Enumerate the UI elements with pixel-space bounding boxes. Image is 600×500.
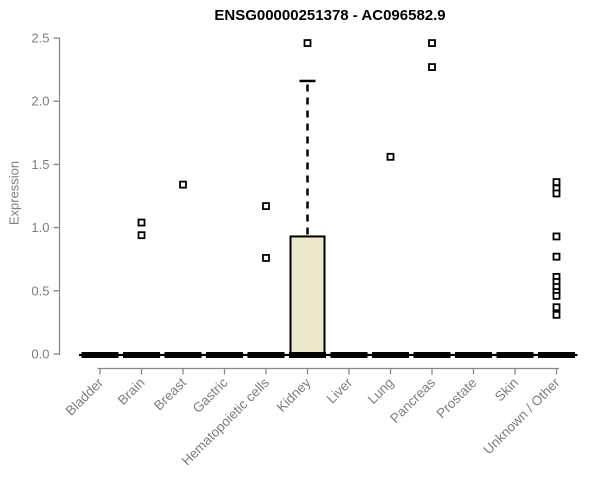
median-bar: [164, 352, 202, 358]
x-tick-label: Breast: [151, 375, 189, 413]
median-bar: [372, 352, 409, 358]
y-axis-label: Expression: [6, 160, 22, 226]
outlier-point: [137, 231, 146, 240]
median-bar: [206, 352, 243, 358]
median-bar: [455, 352, 492, 358]
x-tick-label: Liver: [324, 375, 356, 407]
y-tick-label: 1.5: [31, 157, 49, 172]
outlier-point: [552, 232, 561, 241]
y-tick-label: 2.5: [31, 31, 49, 46]
outlier-point: [262, 254, 270, 262]
y-tick-label: 0.5: [31, 283, 49, 298]
x-tick-label: Lung: [365, 375, 397, 407]
x-tick-label: Kidney: [274, 375, 314, 415]
outlier-point: [552, 303, 561, 312]
outlier-point: [428, 63, 436, 71]
median-bar: [413, 352, 451, 358]
outlier-point: [552, 310, 561, 319]
outlier-point: [262, 202, 270, 211]
outlier-point: [179, 180, 187, 189]
y-tick-label: 1.0: [31, 220, 49, 235]
outlier-point: [552, 291, 561, 300]
median-bar: [330, 352, 368, 358]
outlier-point: [552, 252, 561, 261]
median-bar: [123, 352, 160, 358]
x-tick-label: Brain: [115, 375, 148, 408]
x-tick-label: Unknown / Other: [480, 375, 563, 458]
y-tick-label: 0.0: [31, 347, 49, 362]
x-tick-label: Gastric: [190, 375, 231, 416]
x-tick-label: Bladder: [63, 375, 107, 419]
median-bar: [247, 352, 285, 358]
median-bar: [538, 352, 575, 358]
outlier-point: [428, 39, 436, 47]
outlier-point: [552, 189, 561, 198]
median-bar: [81, 352, 119, 358]
median-bar: [496, 352, 534, 358]
box: [289, 235, 326, 355]
x-tick-label: Skin: [492, 375, 521, 404]
outlier-point: [303, 39, 312, 47]
median-bar: [289, 352, 326, 358]
outlier-point: [137, 218, 146, 227]
outlier-point: [552, 178, 561, 186]
outlier-point: [386, 152, 395, 161]
x-tick-label: Prostate: [433, 375, 479, 421]
x-tick-label: Pancreas: [387, 375, 438, 426]
y-tick-label: 2.0: [31, 94, 49, 109]
chart-title: ENSG00000251378 - AC096582.9: [214, 7, 446, 24]
